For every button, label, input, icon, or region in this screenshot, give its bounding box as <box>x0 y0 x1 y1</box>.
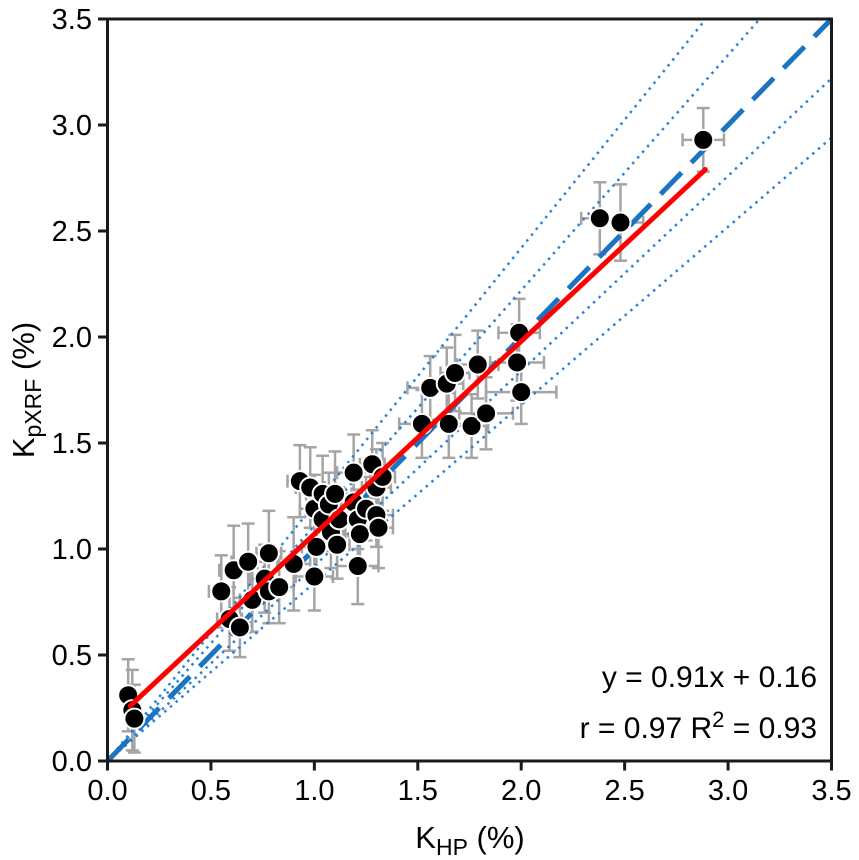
y-tick-label: 3.5 <box>52 4 92 36</box>
x-axis-title-base: K <box>415 820 436 855</box>
data-point <box>460 415 483 438</box>
data-point <box>324 482 347 505</box>
x-tick-label: 0.0 <box>87 775 127 807</box>
data-point <box>237 550 260 573</box>
data-point <box>326 533 349 556</box>
y-tick-label: 2.5 <box>52 216 92 248</box>
data-point <box>348 523 371 546</box>
data-point <box>210 580 233 603</box>
regression-equation-text: y = 0.91x + 0.16 <box>602 661 817 694</box>
stats-suffix: = 0.93 <box>724 712 817 745</box>
y-tick-label: 0.5 <box>52 640 92 672</box>
data-point <box>588 207 611 230</box>
data-point <box>257 542 280 565</box>
error-bar <box>681 106 726 173</box>
y-tick-label: 1.5 <box>52 428 92 460</box>
band-line-dotted <box>106 77 833 762</box>
x-axis-title-subscript: HP <box>436 834 468 860</box>
y-axis-title: KpXRF (%) <box>6 322 46 458</box>
y-tick-label: 2.0 <box>52 322 92 354</box>
data-point <box>475 402 498 425</box>
y-axis-title-units: (%) <box>6 322 41 379</box>
data-point <box>123 707 146 730</box>
data-point <box>466 353 489 376</box>
data-point <box>303 565 326 588</box>
y-tick-label: 0.0 <box>52 746 92 778</box>
band-line-dotted <box>106 136 833 762</box>
stats-prefix: r = 0.97 R <box>580 712 713 745</box>
data-point <box>268 576 291 599</box>
x-axis-ticks: 0.0 0.5 1.0 1.5 2.0 2.5 3.0 3.5 <box>87 761 852 807</box>
y-axis-title-base: K <box>6 437 41 458</box>
x-tick-label: 2.5 <box>604 775 644 807</box>
data-point <box>346 554 369 577</box>
y-axis-title-subscript: pXRF <box>20 379 46 438</box>
plot-frame <box>106 17 833 763</box>
x-axis-title-units: (%) <box>468 820 525 855</box>
data-point <box>444 362 467 385</box>
data-point <box>367 516 390 539</box>
x-tick-label: 1.0 <box>294 775 334 807</box>
y-tick-label: 1.0 <box>52 534 92 566</box>
x-tick-label: 1.5 <box>398 775 438 807</box>
data-point <box>510 381 533 404</box>
y-axis-ticks: 0.0 0.5 1.0 1.5 2.0 2.5 3.0 3.5 <box>52 4 108 778</box>
data-point <box>692 128 715 151</box>
data-point <box>609 211 632 234</box>
data-point <box>228 616 251 639</box>
y-tick-label: 3.0 <box>52 110 92 142</box>
x-tick-label: 3.0 <box>708 775 748 807</box>
regression-line <box>127 167 708 709</box>
x-tick-label: 3.5 <box>811 775 851 807</box>
x-axis-title: KHP (%) <box>415 820 524 860</box>
data-point <box>342 461 365 484</box>
x-tick-label: 0.5 <box>191 775 231 807</box>
x-tick-label: 2.0 <box>501 775 541 807</box>
correlation-stats-text: r = 0.97 R2 = 0.93 <box>580 707 817 745</box>
stats-superscript: 2 <box>712 707 724 732</box>
data-point <box>437 412 460 435</box>
regression-line-layer <box>127 167 708 709</box>
data-point <box>506 351 529 374</box>
